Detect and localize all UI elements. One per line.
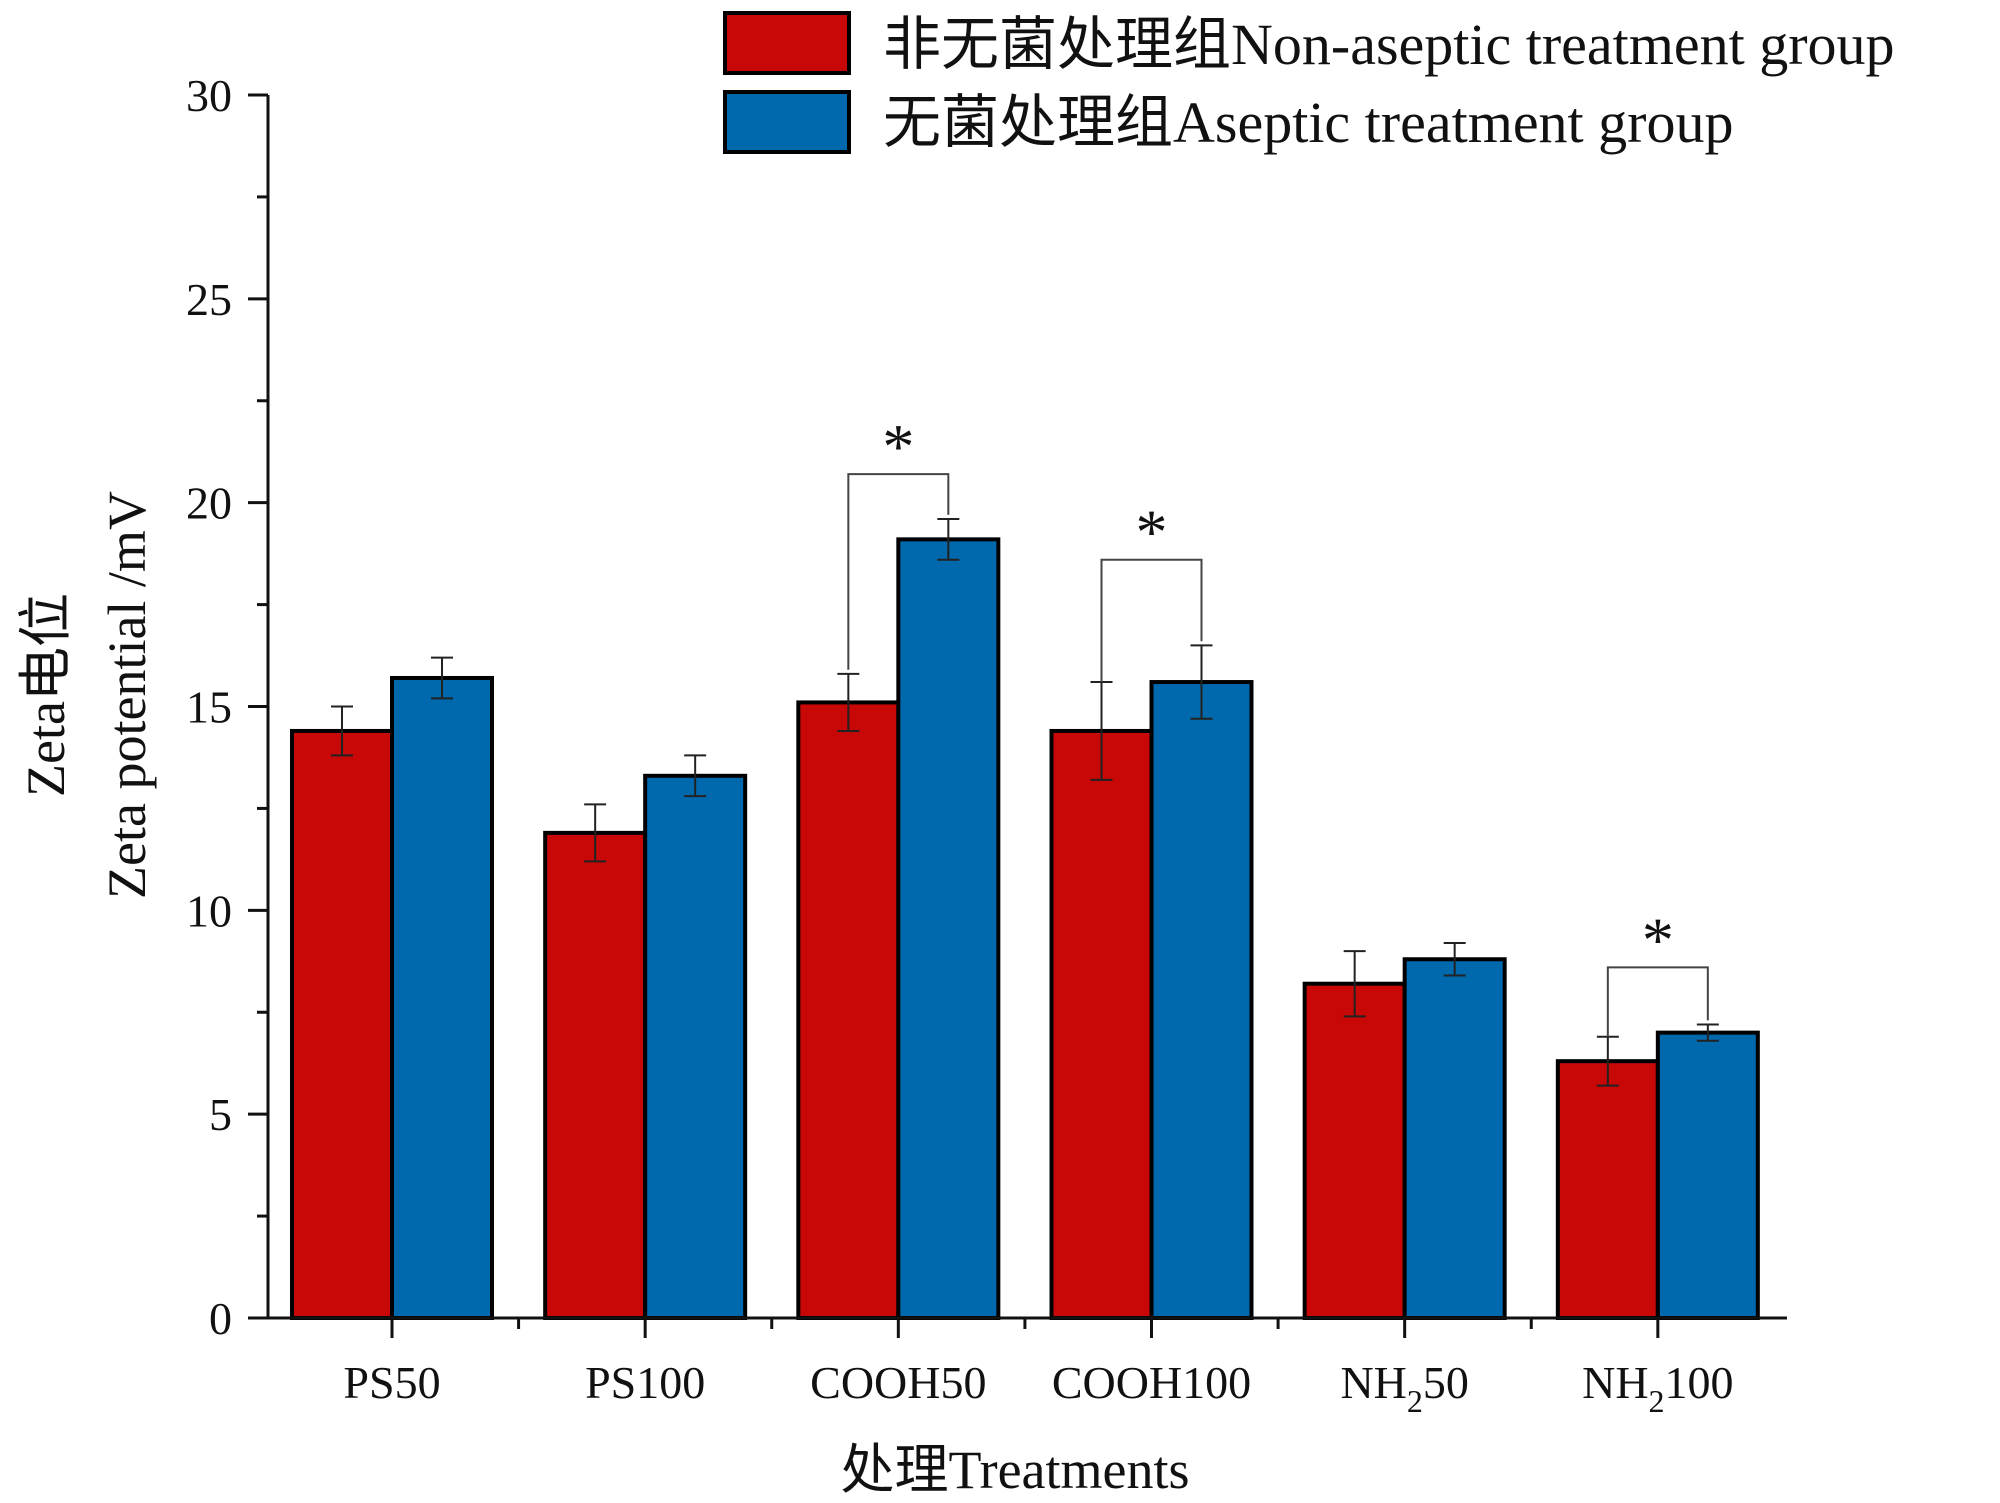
error-bars-layer: [331, 517, 1719, 1087]
bar-series1-cat0: [390, 675, 494, 1320]
significance-layer: * * *: [847, 411, 1709, 1037]
bar-series1-cat3: [1149, 680, 1254, 1320]
legend-swatch-aseptic: [723, 90, 851, 154]
x-category-label-3: COOH100: [1052, 1357, 1251, 1408]
legend: 非无菌处理组Non-aseptic treatment group 无菌处理组A…: [723, 11, 1895, 155]
bar-series0-cat4: [1302, 981, 1407, 1320]
bar-series0-cat2: [796, 700, 901, 1320]
bars-layer: [290, 537, 1760, 1321]
significance-bracket-0: [847, 473, 950, 670]
x-category-label-1: PS100: [585, 1357, 705, 1408]
x-category-label-main-4: NH: [1340, 1357, 1406, 1408]
legend-swatch-non-aseptic: [723, 11, 851, 75]
y-axis-title-cn: Zeta电位: [16, 593, 76, 797]
y-tick-label-1: 5: [209, 1089, 232, 1140]
y-tick-label-3: 15: [186, 682, 232, 733]
legend-label-aseptic: 无菌处理组Aseptic treatment group: [883, 90, 1734, 155]
bar-series1-cat5: [1655, 1030, 1760, 1320]
x-category-label-subscript-5: 2: [1649, 1383, 1665, 1419]
significance-star-1: *: [1136, 497, 1168, 568]
y-tick-label-6: 30: [186, 70, 232, 121]
y-axis-title-en: Zeta potential /mV: [97, 491, 157, 899]
x-category-label-main-3: COOH100: [1052, 1357, 1251, 1408]
bar-series1-cat2: [896, 537, 1001, 1320]
x-axis-title: 处理Treatments: [841, 1440, 1190, 1500]
x-category-label-suffix-5: 100: [1665, 1357, 1734, 1408]
bar-series0-cat1: [543, 830, 648, 1320]
bar-series1-cat1: [643, 773, 748, 1320]
legend-label-non-aseptic: 非无菌处理组Non-aseptic treatment group: [883, 12, 1895, 77]
x-category-label-main-0: PS50: [343, 1357, 440, 1408]
x-category-label-main-1: PS100: [585, 1357, 705, 1408]
bar-series0-cat3: [1049, 728, 1154, 1320]
x-category-label-2: COOH50: [810, 1357, 986, 1408]
significance-bracket-2: [1606, 966, 1709, 1037]
x-category-label-0: PS50: [343, 1357, 440, 1408]
x-category-label-subscript-4: 2: [1407, 1383, 1423, 1419]
bar-series1-cat4: [1402, 957, 1507, 1321]
bar-series0-cat0: [290, 728, 394, 1320]
significance-star-0: *: [882, 411, 914, 482]
x-category-label-suffix-4: 50: [1423, 1357, 1469, 1408]
x-category-label-4: NH250: [1340, 1357, 1468, 1419]
x-category-label-main-5: NH: [1582, 1357, 1648, 1408]
significance-bracket-1: [1100, 558, 1203, 683]
significance-star-2: *: [1642, 904, 1674, 975]
y-tick-label-0: 0: [209, 1293, 232, 1344]
y-tick-label-2: 10: [186, 885, 232, 936]
x-category-label-5: NH2100: [1582, 1357, 1733, 1419]
x-category-label-main-2: COOH50: [810, 1357, 986, 1408]
y-tick-label-4: 20: [186, 478, 232, 529]
x-ticks-layer: PS50 PS100 COOH50 COOH100 NH250 NH2100: [343, 1318, 1734, 1419]
y-ticks-layer: 0 5 10 15 20 25 30: [186, 70, 268, 1344]
bar-series0-cat5: [1555, 1059, 1660, 1321]
y-tick-label-5: 25: [186, 274, 232, 325]
